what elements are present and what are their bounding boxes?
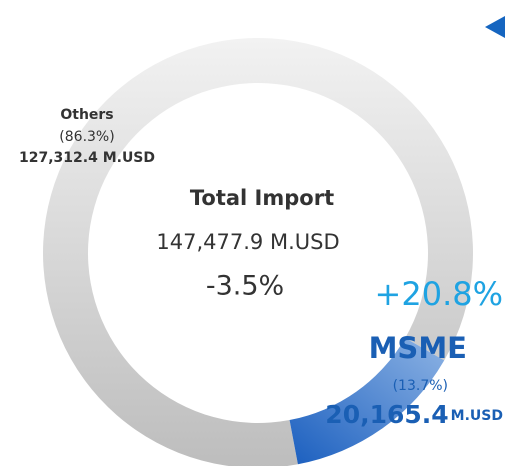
others-label: Others (86.3%) 127,312.4 M.USD	[19, 107, 155, 166]
percent-label: (86.3%)	[59, 129, 114, 145]
donut	[43, 38, 473, 466]
total-amount: 147,477.9	[156, 230, 263, 254]
category-label: MSME	[369, 331, 467, 365]
msme-label: +20.8% MSME (13.7%) 20,165.4 M.USD	[325, 275, 503, 429]
donut-segment	[289, 337, 445, 465]
msme-change: +20.8%	[375, 275, 503, 313]
unit: M.USD	[270, 230, 340, 254]
center-title: Total Import	[190, 186, 334, 210]
total-change: -3.5%	[206, 271, 284, 302]
unit: M.USD	[451, 408, 503, 424]
amount: 127,312.4	[19, 150, 98, 166]
category-label: Others	[60, 107, 113, 123]
amount-label: 127,312.4 M.USD	[19, 150, 155, 166]
total: 147,477.9 M.USD	[156, 230, 339, 254]
center-label: Total Import 147,477.9 M.USD -3.5%	[156, 186, 339, 302]
unit: M.USD	[103, 150, 155, 166]
amount-label: 20,165.4 M.USD	[325, 400, 503, 429]
amount: 20,165.4	[325, 400, 448, 429]
prev-arrow[interactable]	[485, 16, 505, 38]
percent-label: (13.7%)	[393, 378, 448, 394]
